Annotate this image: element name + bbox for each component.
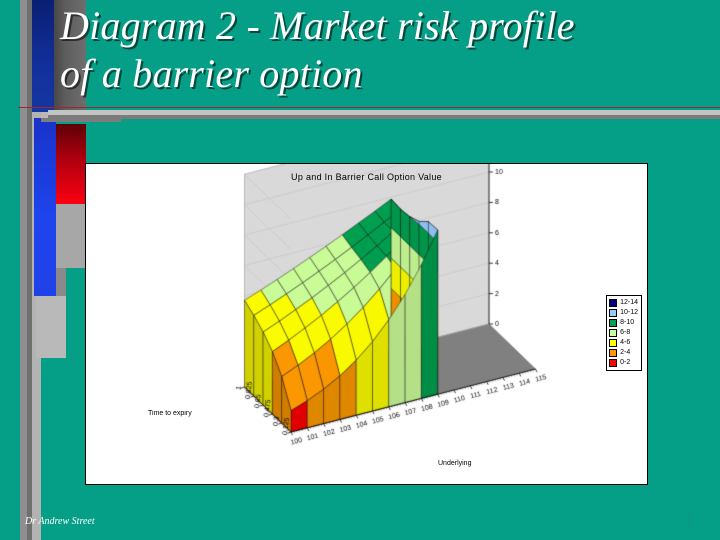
legend-label: 2-4 xyxy=(620,349,631,356)
slide-decoration xyxy=(0,0,130,540)
legend-swatch-icon xyxy=(609,329,618,337)
decoration-blue-bar-mid xyxy=(34,118,56,296)
legend-item: 2-4 xyxy=(609,348,638,358)
x-axis-title: Underlying xyxy=(438,460,472,467)
chart-legend: 12-14 10-12 8-10 6-8 4-6 2-4 0-2 xyxy=(606,295,642,371)
legend-label: 6-8 xyxy=(620,329,631,336)
legend-swatch-icon xyxy=(609,299,618,307)
slide-title: Diagram 2 - Market risk profile of a bar… xyxy=(60,3,575,96)
legend-swatch-icon xyxy=(609,309,618,317)
title-red-rule xyxy=(18,107,720,108)
y-axis-title: Time to expiry xyxy=(148,410,192,417)
legend-label: 4-6 xyxy=(620,339,631,346)
legend-item: 0-2 xyxy=(609,358,638,368)
decoration-blue-bar-top xyxy=(32,0,54,112)
decoration-gray-stripe-2 xyxy=(27,0,32,540)
chart-panel: Up and In Barrier Call Option Value Unde… xyxy=(85,163,649,486)
decoration-gray-bar-dark xyxy=(41,118,121,122)
decoration-gray-block-mid xyxy=(54,204,86,268)
title-underline-dark xyxy=(48,115,720,119)
legend-swatch-icon xyxy=(609,319,618,327)
legend-item: 8-10 xyxy=(609,318,638,328)
legend-swatch-icon xyxy=(609,349,618,357)
legend-item: 10-12 xyxy=(609,308,638,318)
legend-label: 10-12 xyxy=(620,309,638,316)
decoration-gray-block-low xyxy=(36,296,66,358)
legend-item: 12-14 xyxy=(609,298,638,308)
decoration-gray-stripe-1 xyxy=(20,0,27,540)
surface-plot-canvas xyxy=(86,164,649,486)
legend-item: 6-8 xyxy=(609,328,638,338)
legend-swatch-icon xyxy=(609,339,618,347)
legend-swatch-icon xyxy=(609,359,618,367)
legend-label: 12-14 xyxy=(620,299,638,306)
chart-title: Up and In Barrier Call Option Value xyxy=(291,172,442,182)
legend-item: 4-6 xyxy=(609,338,638,348)
slide-page-number: 2 xyxy=(686,511,693,526)
slide-footer: Dr Andrew Street xyxy=(25,516,95,527)
legend-label: 0-2 xyxy=(620,359,631,366)
legend-label: 8-10 xyxy=(620,319,635,326)
title-underline-light xyxy=(48,110,720,115)
